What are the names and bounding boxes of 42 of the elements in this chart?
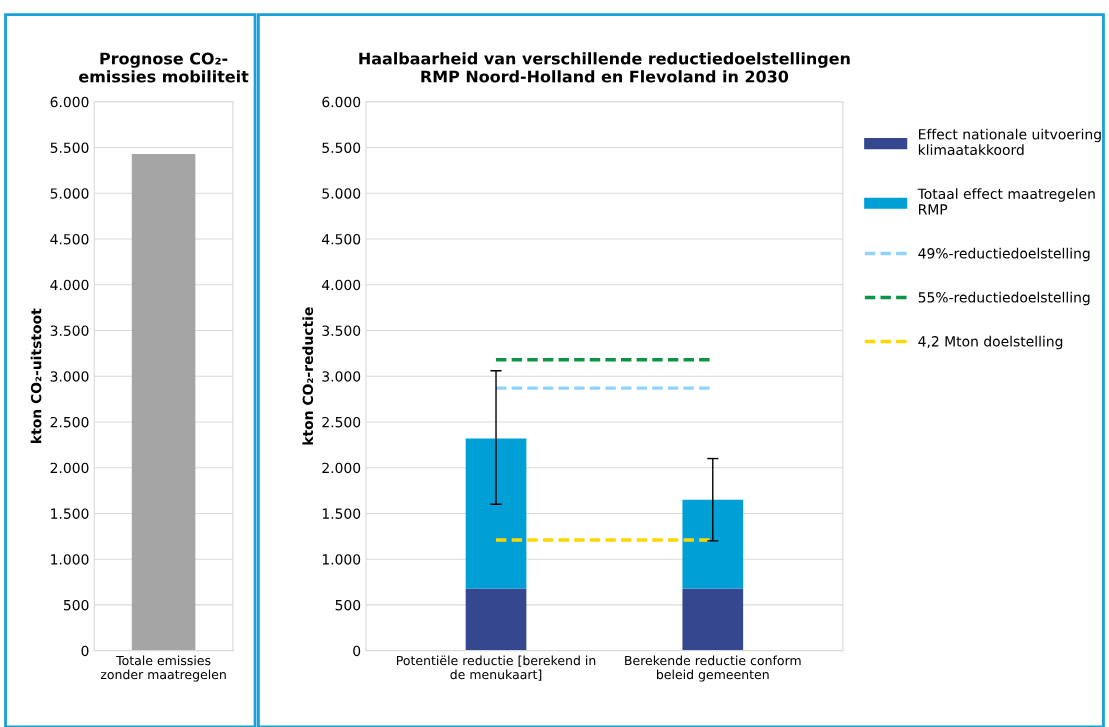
y-tick-label: 5.500: [322, 142, 361, 153]
y-tick-label: 6.000: [50, 96, 89, 108]
y-tick-label: 500: [335, 599, 361, 611]
bar: [465, 438, 527, 589]
legend-label: 55%-reductiedoelstelling: [918, 291, 1090, 306]
y-tick-label: 2.500: [322, 416, 361, 428]
y-tick-label: 500: [63, 599, 89, 611]
x-tick-label: Berekende reductie conform beleid gemeenten: [625, 655, 801, 682]
y-tick-label: 2.000: [322, 462, 361, 474]
y-tick-label: 4.000: [322, 279, 361, 291]
y-tick-label: 4.500: [50, 233, 89, 245]
y-tick-label: 4.500: [322, 233, 361, 245]
legend-label: 4,2 Mton doelstelling: [918, 335, 1063, 350]
y-tick-label: 3.000: [50, 371, 89, 382]
y-tick-label: 0: [353, 645, 361, 657]
y-tick-label: 2.500: [50, 416, 89, 428]
y-tick-label: 0: [81, 645, 89, 657]
y-tick-label: 3.500: [322, 325, 361, 336]
y-tick-label: 2.000: [50, 462, 89, 474]
legend-label: Effect nationale uitvoering klimaatakkoord: [918, 128, 1101, 156]
y-tick-label: 1.500: [51, 508, 89, 519]
y-tick-label: 3.500: [50, 325, 89, 336]
y-tick-label: 5.500: [50, 142, 89, 153]
y-tick-label: 4.000: [50, 279, 89, 291]
y-tick-label: 1.500: [322, 508, 361, 519]
x-tick-label: Totale emissies zonder maatregelen: [100, 655, 226, 682]
legend-label: 49%-reductiedoelstelling: [918, 247, 1090, 262]
y-tick-label: 1.000: [322, 554, 361, 565]
chart-title: Haalbaarheid van verschillende reductiedoelstellingen RMP Noord-Holland en Flevoland in 2030: [359, 52, 850, 83]
chart-title: Prognose CO₂- emissies mobiliteit: [79, 52, 249, 83]
y-tick-label: 5.000: [50, 188, 89, 199]
y-tick-label: 6.000: [322, 96, 361, 108]
y-tick-label: 3.000: [322, 371, 361, 382]
y-tick-label: 1.000: [51, 554, 89, 565]
y-axis-title: kton CO₂-uitstoot: [30, 308, 42, 444]
y-tick-label: 5.000: [322, 188, 361, 199]
x-tick-label: Potentiële reductie [berekend in de menukaart]: [396, 655, 596, 681]
y-axis-title: kton CO₂-reductie: [302, 307, 314, 445]
bar: [682, 588, 744, 651]
bar: [682, 499, 744, 589]
bar: [465, 588, 527, 651]
legend-label: Totaal effect maatregelen RMP: [917, 188, 1095, 215]
